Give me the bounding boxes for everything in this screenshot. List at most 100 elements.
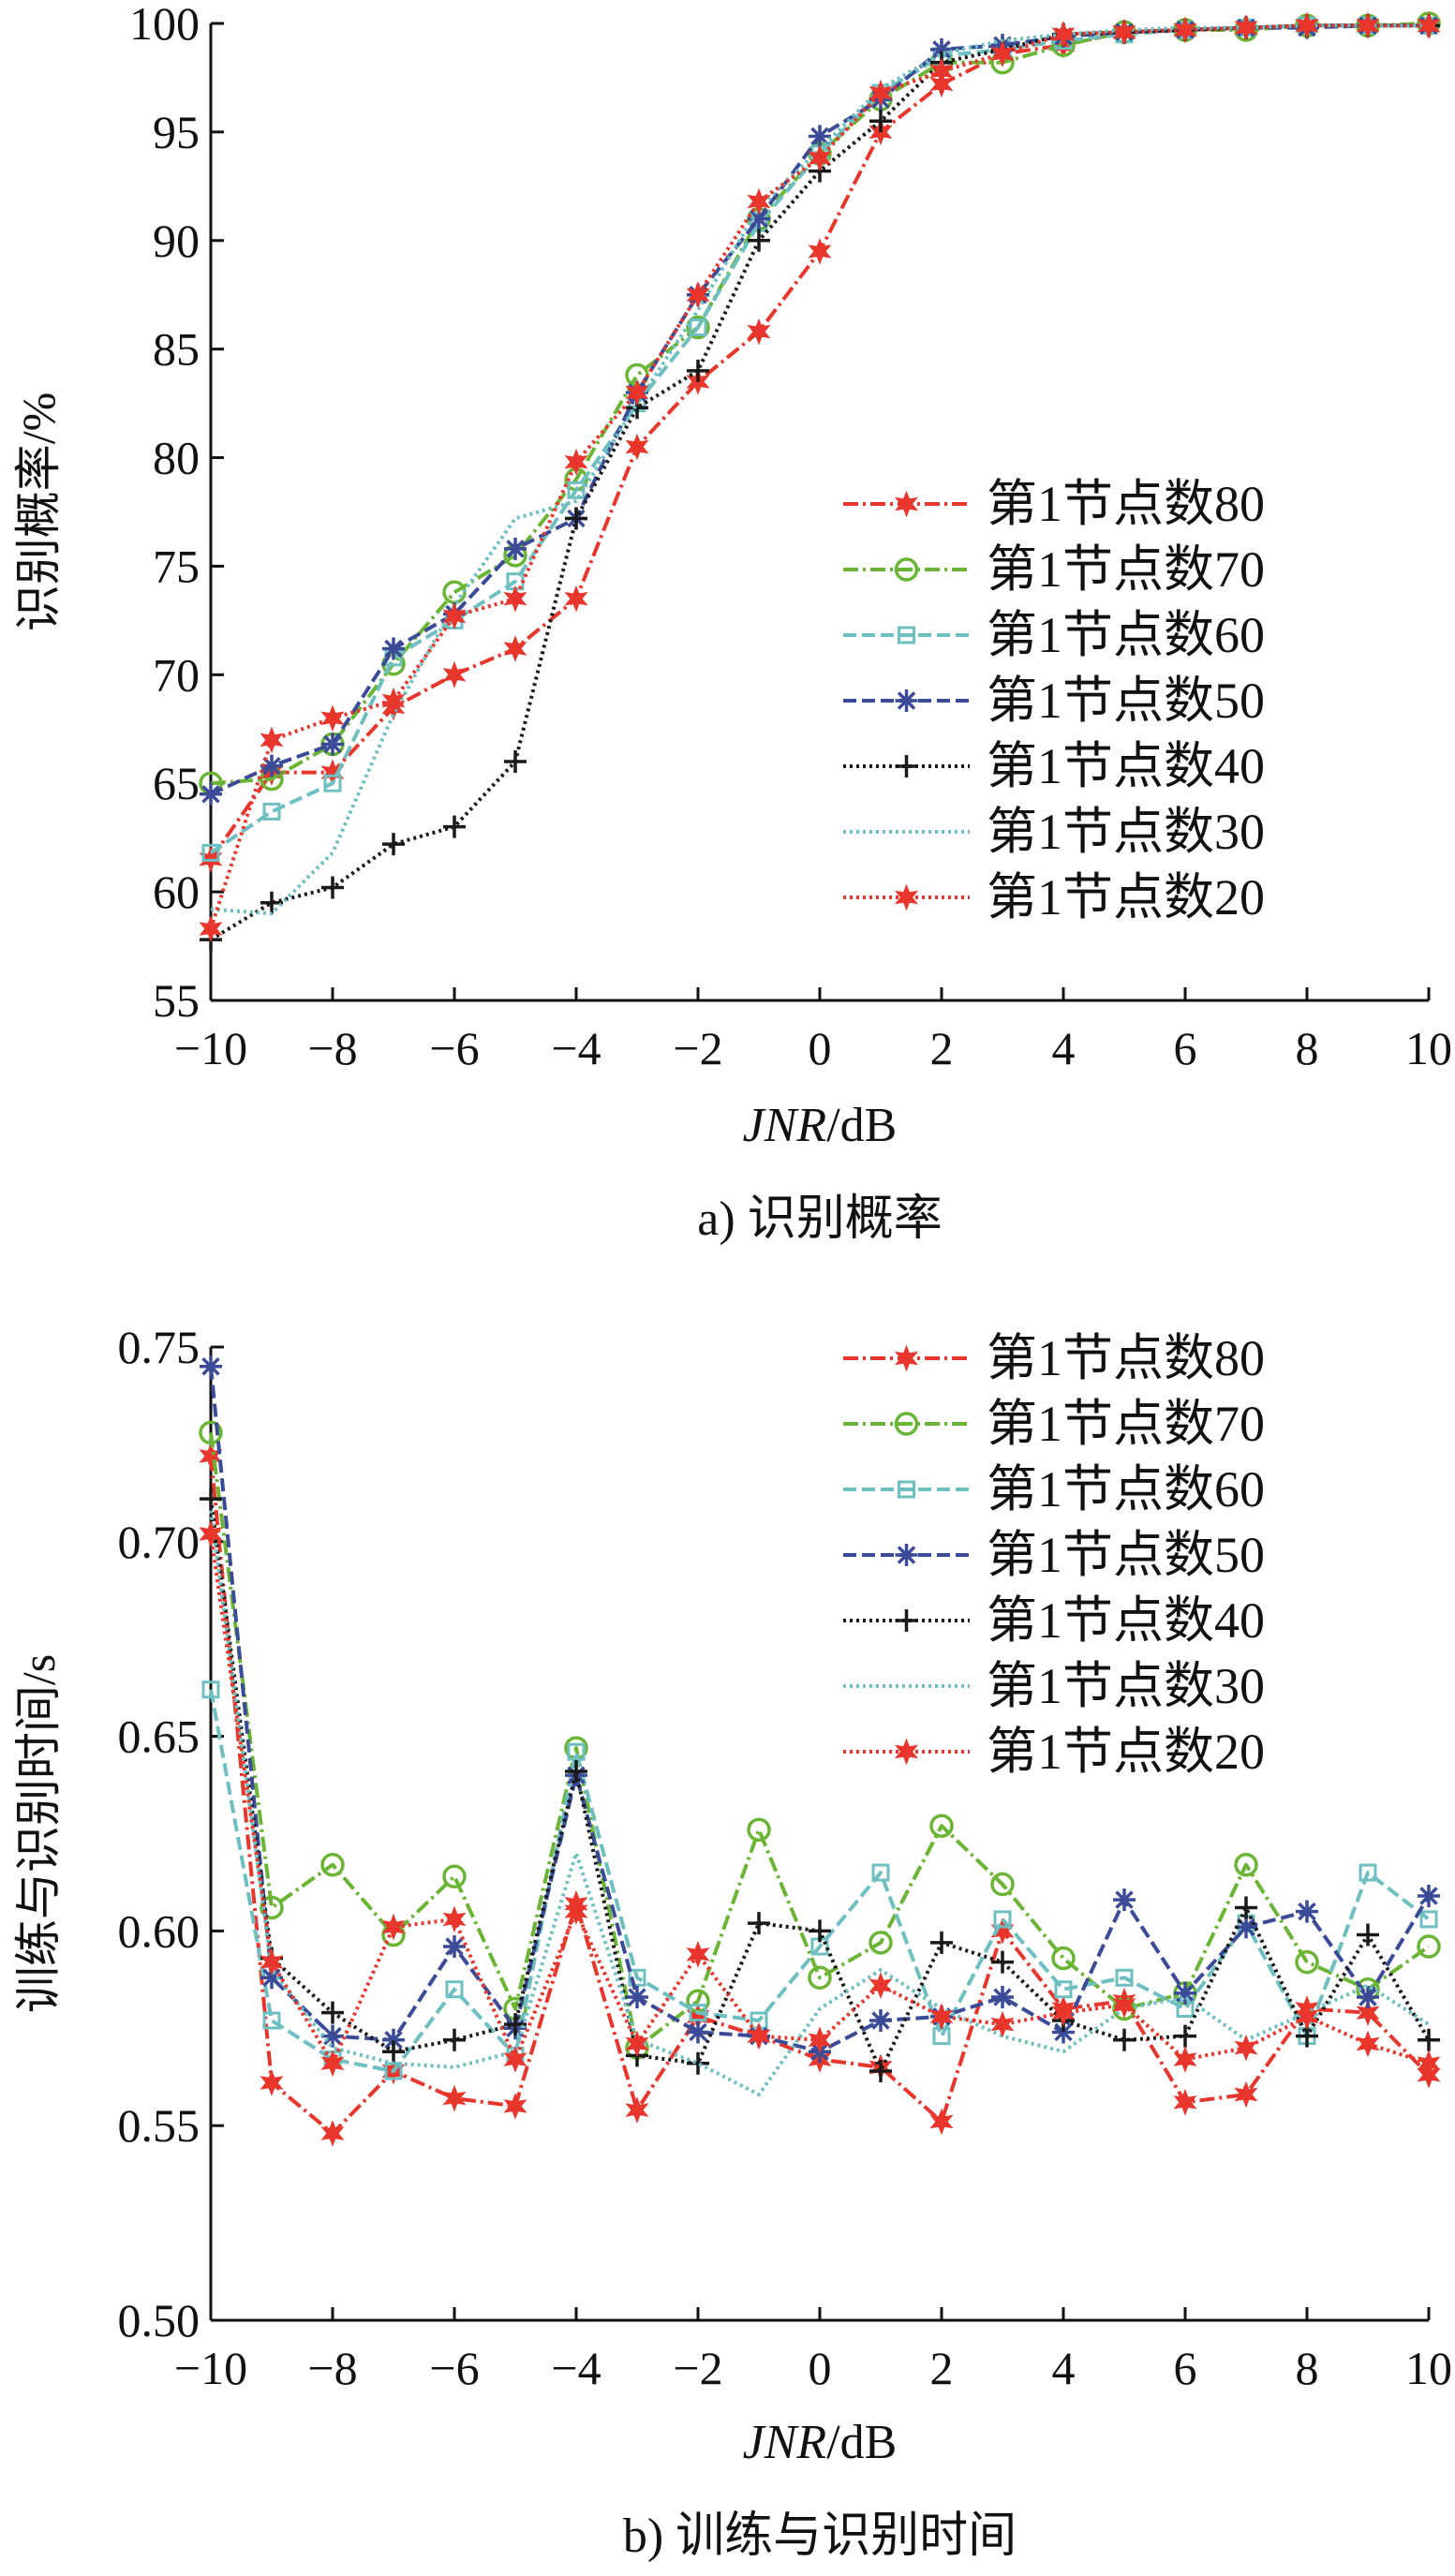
data-point — [1419, 1910, 1438, 1929]
data-point — [1174, 1981, 1196, 2005]
legend-item: 第1节点数30 — [843, 1658, 1265, 1714]
x-tick-label: −8 — [307, 2342, 357, 2394]
data-point — [320, 2050, 345, 2078]
data-point — [320, 704, 345, 733]
data-point — [808, 1965, 832, 1991]
x-axis-label: JNR/dB — [743, 1099, 898, 1152]
data-point — [869, 2008, 892, 2032]
data-point — [201, 843, 220, 862]
data-point — [1234, 2034, 1258, 2062]
data-point — [626, 1986, 648, 2009]
data-point — [1051, 1946, 1076, 1971]
data-point — [503, 2093, 527, 2120]
data-point — [381, 687, 406, 715]
data-point — [382, 833, 405, 856]
panel-caption: b) 训练与识别时间 — [623, 2509, 1017, 2563]
legend-label: 第1节点数50 — [987, 673, 1265, 729]
data-point — [443, 2028, 466, 2051]
legend-label: 第1节点数20 — [987, 1724, 1265, 1780]
data-point — [443, 815, 466, 838]
data-point — [320, 1852, 345, 1877]
data-point — [564, 585, 588, 613]
data-point — [1356, 1999, 1380, 2027]
legend-item: 第1节点数20 — [843, 869, 1265, 925]
x-tick-label: 10 — [1405, 1022, 1452, 1074]
data-point — [869, 1931, 893, 1955]
data-point — [445, 1980, 464, 1999]
x-tick-label: 0 — [809, 2342, 832, 2394]
data-point — [1295, 1949, 1319, 1975]
data-point — [1234, 1852, 1258, 1877]
data-point — [1356, 11, 1380, 39]
y-tick-label: 85 — [153, 323, 200, 376]
x-tick-label: −6 — [429, 2342, 479, 2394]
x-tick-label: −8 — [307, 1022, 357, 1074]
x-tick-label: −2 — [673, 2342, 722, 2394]
data-point — [809, 125, 831, 148]
legend-item: 第1节点数30 — [843, 804, 1265, 860]
data-point — [1112, 1991, 1136, 2019]
panel-b-training-and-recognition-time: −10 −8 −6 −4 −2 0 2 4 6 8 10 0.50 0.55 0.60 0.65 0.70 0.… — [12, 1321, 1452, 2563]
data-point — [200, 1488, 222, 1511]
x-axis-label-variable: JNR — [743, 1099, 827, 1152]
data-point — [1051, 1999, 1076, 2027]
data-point — [262, 2011, 281, 2030]
data-point — [503, 2046, 527, 2073]
y-axis-label: 训练与识别时间/s — [12, 1654, 65, 2013]
data-point — [1235, 1916, 1257, 1939]
x-axis-label: JNR/dB — [743, 2416, 898, 2469]
y-tick-label: 60 — [153, 866, 200, 918]
data-point — [564, 1898, 588, 1925]
data-point — [808, 238, 832, 265]
data-point — [808, 2026, 832, 2054]
y-tick-label: 0.75 — [118, 1321, 200, 1373]
legend-marker — [894, 1738, 919, 1766]
legend-marker — [895, 755, 918, 777]
data-point — [442, 660, 467, 688]
x-tick-label: 4 — [1052, 2342, 1076, 2394]
data-point — [747, 2022, 771, 2050]
x-tick-label: −6 — [429, 1022, 479, 1074]
data-point — [1173, 2046, 1197, 2073]
legend: 第1节点数80 第1节点数70 第1节点数60 第1节点数50 第1节点数40 第1节点数… — [843, 1330, 1265, 1780]
legend-item: 第1节点数80 — [843, 1330, 1265, 1386]
legend-label: 第1节点数40 — [987, 738, 1265, 794]
y-tick-label: 90 — [153, 215, 200, 267]
data-point — [929, 2108, 954, 2136]
data-point — [565, 1760, 587, 1783]
data-point — [625, 433, 649, 461]
data-point — [567, 1742, 586, 1761]
legend-label: 第1节点数70 — [987, 541, 1265, 598]
x-tick-label: 2 — [930, 2342, 954, 2394]
data-point — [1051, 21, 1076, 48]
x-tick-label: 4 — [1052, 1022, 1076, 1074]
legend-item: 第1节点数40 — [843, 1592, 1265, 1649]
y-tick-label: 0.55 — [118, 2099, 200, 2152]
legend-marker — [895, 1544, 918, 1566]
data-point — [201, 1680, 220, 1699]
data-point — [1115, 1968, 1134, 1987]
data-point — [1357, 1923, 1379, 1947]
data-point — [689, 2004, 707, 2022]
data-point — [748, 1912, 770, 1935]
data-point — [1417, 11, 1441, 39]
series-6 — [210, 23, 1429, 916]
x-tick-label: 10 — [1405, 2342, 1452, 2394]
data-point — [262, 802, 281, 821]
data-point — [871, 1863, 890, 1882]
data-point — [869, 2060, 892, 2083]
data-point — [1417, 1934, 1441, 1959]
data-point — [1295, 2003, 1319, 2031]
data-point — [1417, 2050, 1441, 2078]
data-point — [321, 733, 344, 756]
data-point — [1234, 2080, 1258, 2109]
x-tick-label: 8 — [1296, 2342, 1319, 2394]
data-point — [321, 2001, 344, 2024]
data-point — [260, 726, 284, 754]
data-point — [929, 2003, 954, 2031]
data-point — [321, 876, 344, 899]
panel-caption: a) 识别概率 — [697, 1192, 942, 1246]
data-point — [993, 1910, 1012, 1929]
data-point — [1054, 1980, 1073, 1999]
data-point — [321, 2024, 344, 2048]
